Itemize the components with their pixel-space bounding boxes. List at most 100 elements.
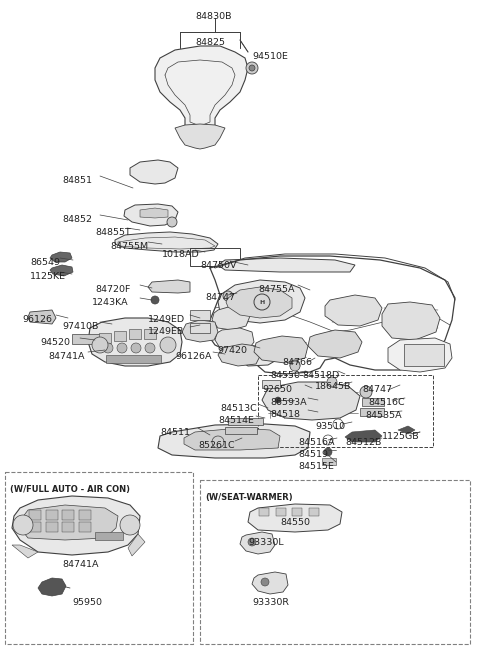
Text: 84514E: 84514E <box>218 416 254 425</box>
Polygon shape <box>128 534 145 556</box>
Text: 84512B: 84512B <box>345 438 382 447</box>
Circle shape <box>249 65 255 71</box>
Polygon shape <box>12 496 140 555</box>
Text: 18645B: 18645B <box>315 382 351 391</box>
Polygon shape <box>140 208 168 218</box>
Bar <box>79 522 91 532</box>
Polygon shape <box>240 532 275 554</box>
Circle shape <box>290 360 300 370</box>
Polygon shape <box>218 258 355 272</box>
Text: 84755A: 84755A <box>258 285 295 294</box>
Text: 93330R: 93330R <box>252 598 289 607</box>
Circle shape <box>246 62 258 74</box>
Text: 85261C: 85261C <box>198 441 235 450</box>
Polygon shape <box>12 545 38 558</box>
Polygon shape <box>114 331 126 341</box>
Text: 1018AD: 1018AD <box>162 250 200 259</box>
Polygon shape <box>398 426 415 434</box>
Polygon shape <box>218 280 305 323</box>
Circle shape <box>145 343 155 353</box>
Bar <box>190 310 210 320</box>
Polygon shape <box>130 160 178 184</box>
Text: 84755M: 84755M <box>110 242 148 251</box>
Text: 84513C: 84513C <box>220 404 257 413</box>
Polygon shape <box>218 344 260 366</box>
Polygon shape <box>129 329 141 339</box>
Polygon shape <box>182 320 218 342</box>
Polygon shape <box>238 345 280 366</box>
Text: 84851: 84851 <box>62 176 92 185</box>
Text: 97410B: 97410B <box>62 322 98 331</box>
Text: 84855T: 84855T <box>95 228 131 237</box>
Text: 84511: 84511 <box>160 428 190 437</box>
Text: 84535A: 84535A <box>365 411 402 420</box>
Text: 84516C: 84516C <box>368 398 405 407</box>
Text: 84747: 84747 <box>205 293 235 302</box>
Bar <box>225 427 257 434</box>
Bar <box>79 510 91 520</box>
Text: 86549: 86549 <box>30 258 60 267</box>
Bar <box>106 355 161 363</box>
Text: 84518D: 84518D <box>302 371 339 380</box>
Text: 1249ED: 1249ED <box>148 315 185 324</box>
Bar <box>29 510 41 520</box>
Polygon shape <box>184 428 280 450</box>
Text: 84550: 84550 <box>280 518 310 527</box>
Bar <box>200 480 470 644</box>
Text: 84766: 84766 <box>282 358 312 367</box>
Text: 1249EB: 1249EB <box>148 327 184 336</box>
Bar <box>95 532 123 540</box>
Text: 84518: 84518 <box>270 410 300 419</box>
Circle shape <box>131 343 141 353</box>
Polygon shape <box>99 333 111 343</box>
Circle shape <box>103 343 113 353</box>
Polygon shape <box>148 280 190 293</box>
Polygon shape <box>124 204 178 226</box>
Text: 84515E: 84515E <box>298 462 334 471</box>
Polygon shape <box>38 578 66 596</box>
Bar <box>259 508 269 516</box>
Polygon shape <box>388 338 452 372</box>
Polygon shape <box>28 310 56 324</box>
Circle shape <box>13 515 33 535</box>
Circle shape <box>327 377 337 387</box>
Polygon shape <box>88 318 182 366</box>
Text: 92650: 92650 <box>262 385 292 394</box>
Text: 84825: 84825 <box>195 38 225 47</box>
Text: 1125KE: 1125KE <box>30 272 66 281</box>
Text: 84741A: 84741A <box>48 352 84 361</box>
Polygon shape <box>215 328 254 352</box>
Circle shape <box>223 291 233 301</box>
Text: 1243KA: 1243KA <box>92 298 129 307</box>
Bar <box>228 418 263 425</box>
Bar <box>62 510 74 520</box>
Text: (W/SEAT-WARMER): (W/SEAT-WARMER) <box>205 493 293 502</box>
Circle shape <box>290 361 300 371</box>
Circle shape <box>261 578 269 586</box>
Polygon shape <box>20 505 118 540</box>
Text: 84519: 84519 <box>298 450 328 459</box>
Polygon shape <box>155 46 248 136</box>
Text: 96126: 96126 <box>22 315 52 324</box>
Polygon shape <box>50 265 73 276</box>
Text: 93330L: 93330L <box>248 538 284 547</box>
Polygon shape <box>345 430 382 442</box>
Text: 93510: 93510 <box>315 422 345 431</box>
Polygon shape <box>325 295 382 326</box>
Polygon shape <box>50 252 72 262</box>
Text: 84830B: 84830B <box>195 12 231 21</box>
Text: 84741A: 84741A <box>62 560 98 569</box>
Bar <box>46 522 58 532</box>
Circle shape <box>275 397 281 403</box>
Circle shape <box>120 515 140 535</box>
Bar <box>276 508 286 516</box>
Polygon shape <box>115 232 218 252</box>
Bar <box>360 408 384 416</box>
Circle shape <box>167 217 177 227</box>
Polygon shape <box>158 424 310 458</box>
Polygon shape <box>254 336 308 363</box>
Polygon shape <box>212 306 250 330</box>
Circle shape <box>92 337 108 353</box>
Circle shape <box>360 386 372 398</box>
Circle shape <box>248 538 256 546</box>
